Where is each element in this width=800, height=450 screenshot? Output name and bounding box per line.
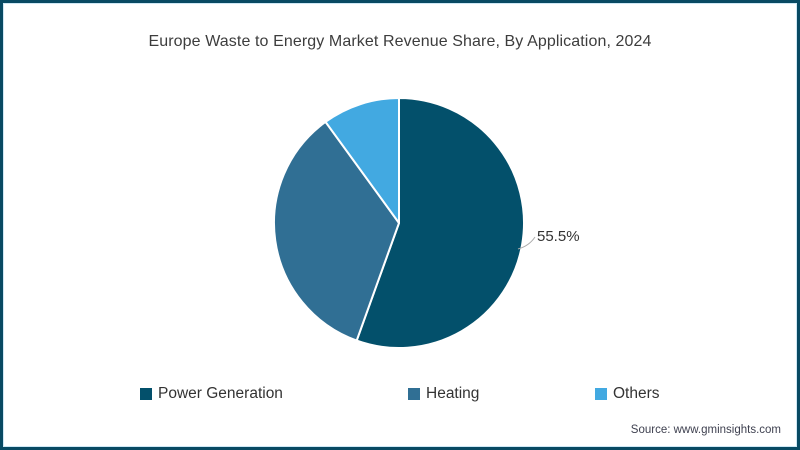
label-leader-line: [517, 236, 536, 250]
legend-label-heating: Heating: [426, 385, 480, 402]
legend-swatch-power-generation-icon: [140, 388, 152, 400]
pie-slice-heating: [273, 120, 400, 342]
source-attribution: Source: www.gminsights.com: [630, 424, 781, 436]
pie-slice-others: [324, 97, 400, 224]
chart-title: Europe Waste to Energy Market Revenue Sh…: [148, 33, 652, 50]
legend-label-power-generation: Power Generation: [158, 385, 283, 402]
legend-swatch-others-icon: [595, 388, 607, 400]
legend-swatch-heating-icon: [408, 388, 420, 400]
legend-label-others: Others: [613, 385, 660, 402]
legend-item-heating: Heating: [408, 385, 479, 403]
legend-item-power-generation: Power Generation: [140, 385, 283, 403]
pie-slices: [273, 97, 525, 349]
legend-item-others: Others: [595, 385, 660, 403]
pie-slice-power-generation: [355, 97, 525, 349]
slice-value-label: 55.5%: [537, 228, 580, 245]
